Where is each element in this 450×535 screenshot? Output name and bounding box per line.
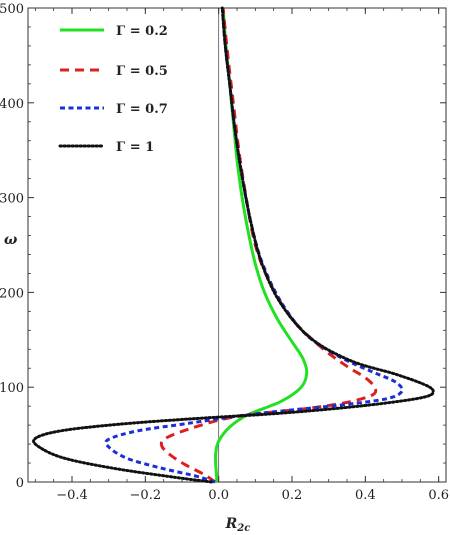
- y-axis-label: ω: [4, 232, 18, 248]
- y-tick-label: 300: [0, 192, 24, 207]
- plot-frame: [27, 7, 447, 483]
- x-tick-label: 0.2: [282, 488, 303, 503]
- x-tick-label: 0.0: [208, 488, 229, 503]
- series-line-1: [213, 7, 309, 483]
- legend-label-3: Γ = 0.7: [116, 102, 168, 117]
- plot-border: [27, 7, 447, 483]
- x-axis-label-subscript: 2c: [236, 523, 250, 534]
- series-line-2: [159, 7, 378, 484]
- x-axis-label: R2c: [225, 516, 251, 534]
- x-axis-ticks: −0.4 −0.2 0.0 0.2 0.4 0.6: [34, 8, 449, 503]
- legend-label-2: Γ = 0.5: [116, 64, 168, 79]
- y-tick-label: 100: [0, 381, 24, 396]
- legend-label-1: Γ = 0.2: [116, 24, 168, 39]
- series-line-4: [32, 6, 435, 484]
- x-tick-label: 0.6: [428, 488, 449, 503]
- series-group: [32, 6, 435, 484]
- y-tick-label: 0: [16, 476, 24, 491]
- x-tick-label: −0.2: [130, 488, 162, 503]
- legend-label-4: Γ = 1: [116, 140, 154, 155]
- y-tick-label: 200: [0, 286, 24, 301]
- x-tick-label: −0.4: [56, 488, 88, 503]
- legend: Γ = 0.2 Γ = 0.5 Γ = 0.7 Γ = 1: [58, 24, 168, 155]
- y-tick-label: 500: [0, 2, 24, 17]
- y-tick-label: 400: [0, 97, 24, 112]
- y-axis-ticks: 0 100 200 300 400 500: [0, 2, 446, 491]
- x-tick-label: 0.4: [355, 488, 376, 503]
